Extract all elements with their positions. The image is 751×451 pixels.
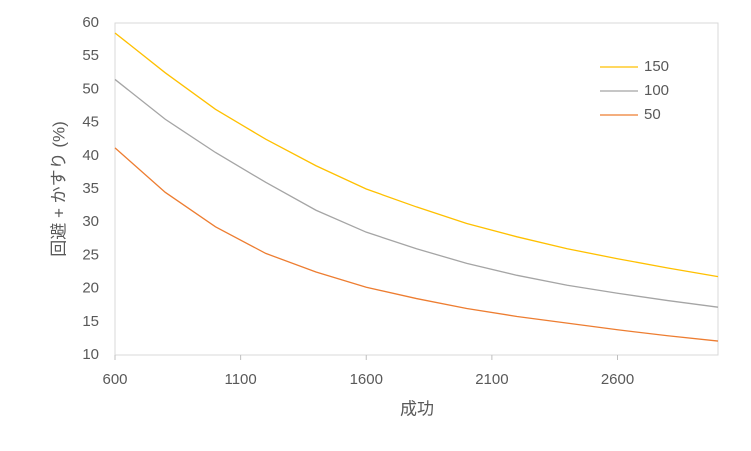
x-tick-label: 1100 <box>224 371 256 388</box>
x-tick-label: 1600 <box>350 371 383 388</box>
y-tick-label: 15 <box>82 313 99 330</box>
y-tick-label: 10 <box>82 346 99 363</box>
legend-label: 150 <box>644 58 669 75</box>
y-tick-label: 55 <box>82 47 99 64</box>
x-axis-label: 成功 <box>400 399 434 418</box>
y-tick-label: 60 <box>82 14 99 31</box>
plot-area <box>114 22 719 356</box>
line-series <box>114 147 719 342</box>
y-tick-label: 30 <box>82 213 99 230</box>
y-tick-label: 40 <box>82 147 99 164</box>
y-tick-label: 50 <box>82 80 99 97</box>
y-tick-label: 25 <box>82 246 99 263</box>
y-tick-label: 35 <box>82 180 99 197</box>
legend-label: 50 <box>644 106 661 123</box>
x-tick-label: 2100 <box>475 371 508 388</box>
y-tick-label: 45 <box>82 114 99 131</box>
line-series <box>114 32 719 278</box>
line-series <box>114 78 719 308</box>
legend-label: 100 <box>644 82 669 99</box>
y-axis-label: 回避 + かすり (%) <box>49 121 68 257</box>
y-tick-label: 20 <box>82 280 99 297</box>
x-tick-label: 2600 <box>601 371 634 388</box>
x-tick-label: 600 <box>102 371 127 388</box>
